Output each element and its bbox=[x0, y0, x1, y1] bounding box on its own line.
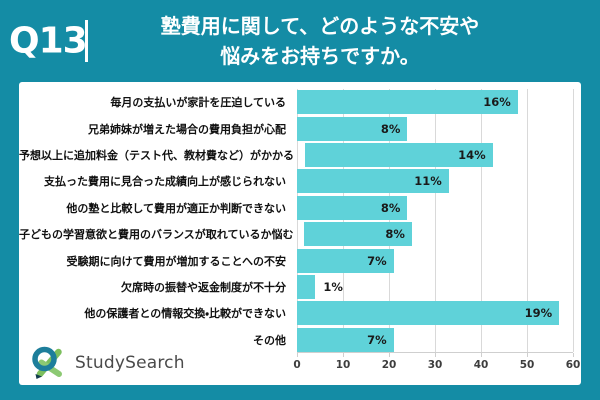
chart-row: 毎月の支払いが家計を圧迫している 16% bbox=[19, 89, 581, 115]
header-divider bbox=[85, 20, 88, 62]
category-label: 支払った費用に見合った成績向上が感じられない bbox=[44, 175, 286, 189]
category-label: 欠席時の振替や返金制度が不十分 bbox=[121, 280, 286, 294]
gridline bbox=[481, 89, 482, 352]
gridline bbox=[389, 89, 390, 352]
x-tick-mark bbox=[573, 352, 574, 357]
x-tick-mark bbox=[435, 352, 436, 357]
bar bbox=[297, 195, 408, 220]
bar bbox=[297, 116, 408, 141]
chart-row: 受験期に向けて費用が増加することへの不安 7% bbox=[19, 247, 581, 273]
x-tick-mark bbox=[389, 352, 390, 357]
chart-row: 他の塾と比較して費用が適正か判断できない 8% bbox=[19, 195, 581, 221]
value-label: 7% bbox=[367, 253, 387, 268]
value-label: 7% bbox=[367, 332, 387, 347]
bar bbox=[297, 90, 518, 115]
bar-track: 7% bbox=[297, 247, 573, 273]
bar bbox=[304, 222, 412, 247]
gridline bbox=[297, 89, 298, 352]
bar-track: 8% bbox=[297, 115, 573, 141]
bar-track: 7% bbox=[297, 327, 573, 353]
bar-track: 16% bbox=[297, 89, 573, 115]
gridline bbox=[527, 89, 528, 352]
chart-row: その他 7% bbox=[19, 327, 581, 353]
bar bbox=[305, 142, 493, 167]
x-tick-label: 50 bbox=[519, 358, 535, 371]
chart-row: 子どもの学習意欲と費用のバランスが取れているか悩む 8% bbox=[19, 221, 581, 247]
x-axis: 0 10 20 30 40 50 60 bbox=[293, 352, 580, 379]
category-label: 他の保護者との情報交換・比較ができない bbox=[84, 307, 286, 321]
bar-track: 8% bbox=[304, 221, 573, 247]
bar-chart: 毎月の支払いが家計を圧迫している 16% 兄弟姉妹が増えた場合の費用負担が心配 … bbox=[19, 89, 581, 353]
bar-track: 19% bbox=[297, 300, 573, 326]
chart-panel: 毎月の支払いが家計を圧迫している 16% 兄弟姉妹が増えた場合の費用負担が心配 … bbox=[19, 82, 581, 385]
bar bbox=[297, 327, 394, 352]
studysearch-logo-icon bbox=[32, 346, 62, 379]
value-label: 8% bbox=[380, 121, 401, 136]
chart-row: 欠席時の振替や返金制度が不十分 1% bbox=[19, 274, 581, 300]
x-tick-label: 30 bbox=[427, 358, 443, 371]
category-label: 毎月の支払いが家計を圧迫している bbox=[110, 96, 286, 110]
chart-row: 他の保護者との情報交換・比較ができない 19% bbox=[19, 300, 581, 326]
value-label: 19% bbox=[524, 306, 553, 321]
bar-track: 11% bbox=[297, 168, 573, 194]
category-label: 予想以上に追加料金（テスト代、教材費など）がかかる bbox=[19, 148, 294, 162]
chart-row: 予想以上に追加料金（テスト代、教材費など）がかかる 14% bbox=[19, 142, 581, 168]
question-number: Q13 bbox=[9, 20, 88, 62]
category-label: 兄弟姉妹が増えた場合の費用負担が心配 bbox=[88, 122, 286, 136]
category-label: 受験期に向けて費用が増加することへの不安 bbox=[66, 254, 286, 268]
bar bbox=[297, 169, 449, 194]
x-tick-label: 10 bbox=[335, 358, 351, 371]
bar-track: 14% bbox=[305, 142, 573, 168]
studysearch-logo: StudySearch bbox=[29, 345, 185, 380]
x-tick-label: 60 bbox=[565, 358, 581, 371]
page-title-line1: 塾費用に関して、どのような不安や bbox=[160, 14, 480, 38]
chart-row: 兄弟姉妹が増えた場合の費用負担が心配 8% bbox=[19, 115, 581, 141]
value-label: 16% bbox=[483, 95, 511, 110]
x-tick-mark bbox=[527, 352, 528, 357]
category-label: その他 bbox=[253, 333, 286, 347]
gridline bbox=[343, 89, 344, 352]
bar bbox=[297, 248, 394, 273]
value-label: 1% bbox=[323, 279, 343, 294]
chart-row: 支払った費用に見合った成績向上が感じられない 11% bbox=[19, 168, 581, 194]
question-header: Q13 塾費用に関して、どのような不安や 悩みをお持ちですか。 bbox=[0, 0, 600, 82]
x-tick-label: 20 bbox=[381, 358, 397, 371]
gridlines bbox=[297, 89, 574, 353]
bar bbox=[297, 301, 560, 326]
bar-track: 8% bbox=[297, 195, 573, 221]
category-label: 他の塾と比較して費用が適正か判断できない bbox=[66, 201, 286, 215]
studysearch-logo-text: StudySearch bbox=[75, 352, 185, 373]
value-label: 8% bbox=[380, 200, 401, 215]
gridline bbox=[573, 89, 574, 352]
value-label: 11% bbox=[414, 174, 442, 189]
x-tick-mark bbox=[343, 352, 344, 357]
x-tick-mark bbox=[297, 352, 298, 357]
x-tick-label: 40 bbox=[473, 358, 489, 371]
value-label: 14% bbox=[458, 147, 486, 162]
page-title-line2: 悩みをお持ちですか。 bbox=[220, 44, 420, 68]
gridline bbox=[435, 89, 436, 352]
x-tick-label: 0 bbox=[293, 358, 301, 371]
page-title: 塾費用に関して、どのような不安や 悩みをお持ちですか。 bbox=[0, 11, 600, 71]
category-label: 子どもの学習意欲と費用のバランスが取れているか悩む bbox=[19, 228, 294, 242]
value-label: 8% bbox=[385, 227, 405, 242]
bar bbox=[297, 274, 316, 299]
bar-track: 1% bbox=[297, 274, 573, 300]
x-tick-mark bbox=[481, 352, 482, 357]
